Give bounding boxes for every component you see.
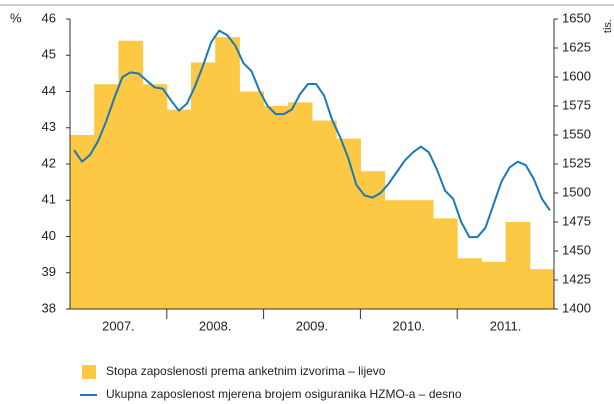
bar [191,62,216,309]
line [73,29,551,239]
bar [70,135,95,309]
bar [457,258,482,309]
x-tick-label: 2009. [296,318,329,333]
bar [215,37,240,309]
x-tick-label: 2011. [490,318,522,333]
y2-tick-label: 1550 [562,126,591,141]
bar [336,138,361,309]
bar [142,84,168,309]
x-tick-label: 2010. [393,318,426,333]
bar [263,106,289,309]
legend-label: Stopa zaposlenosti prema anketnim izvori… [106,364,386,378]
y2-tick-label: 1625 [562,39,591,54]
bar [118,40,144,309]
bar [529,269,555,309]
y-tick-label: 46 [42,10,56,25]
bar [481,261,507,309]
bar [312,120,337,309]
bar [433,218,458,309]
y2-tick-label: 1600 [562,68,591,83]
x-tick-label: 2007. [102,318,135,333]
y2-tick-label: 1475 [562,213,591,228]
y-tick-label: 40 [42,228,56,243]
legend-label: Ukupna zaposlenost mjerena brojem osigur… [106,387,462,401]
y2-tick-label: 1450 [562,242,591,257]
x-tick-label: 2008. [199,318,232,333]
y-tick-label: 41 [42,192,56,207]
y-tick-label: 43 [42,119,56,134]
right-axis-label: tis. [602,19,614,33]
y-tick-label: 45 [42,47,56,62]
bar [505,222,531,309]
y2-tick-label: 1400 [562,300,591,315]
y2-tick-label: 1500 [562,184,591,199]
bar [384,200,410,309]
y2-tick-label: 1525 [562,155,591,170]
y2-tick-label: 1425 [562,271,591,286]
bar [408,200,434,309]
bar [166,109,192,309]
y2-tick-label: 1575 [562,97,591,112]
y-tick-label: 42 [42,155,56,170]
y2-tick-label: 1650 [562,10,591,25]
y-tick-label: 44 [42,83,56,98]
y-tick-label: 38 [42,300,56,315]
legend-swatch [82,365,96,379]
bar [287,102,313,309]
y-tick-label: 39 [42,264,56,279]
bar [239,91,265,309]
left-axis-label: % [10,10,22,25]
